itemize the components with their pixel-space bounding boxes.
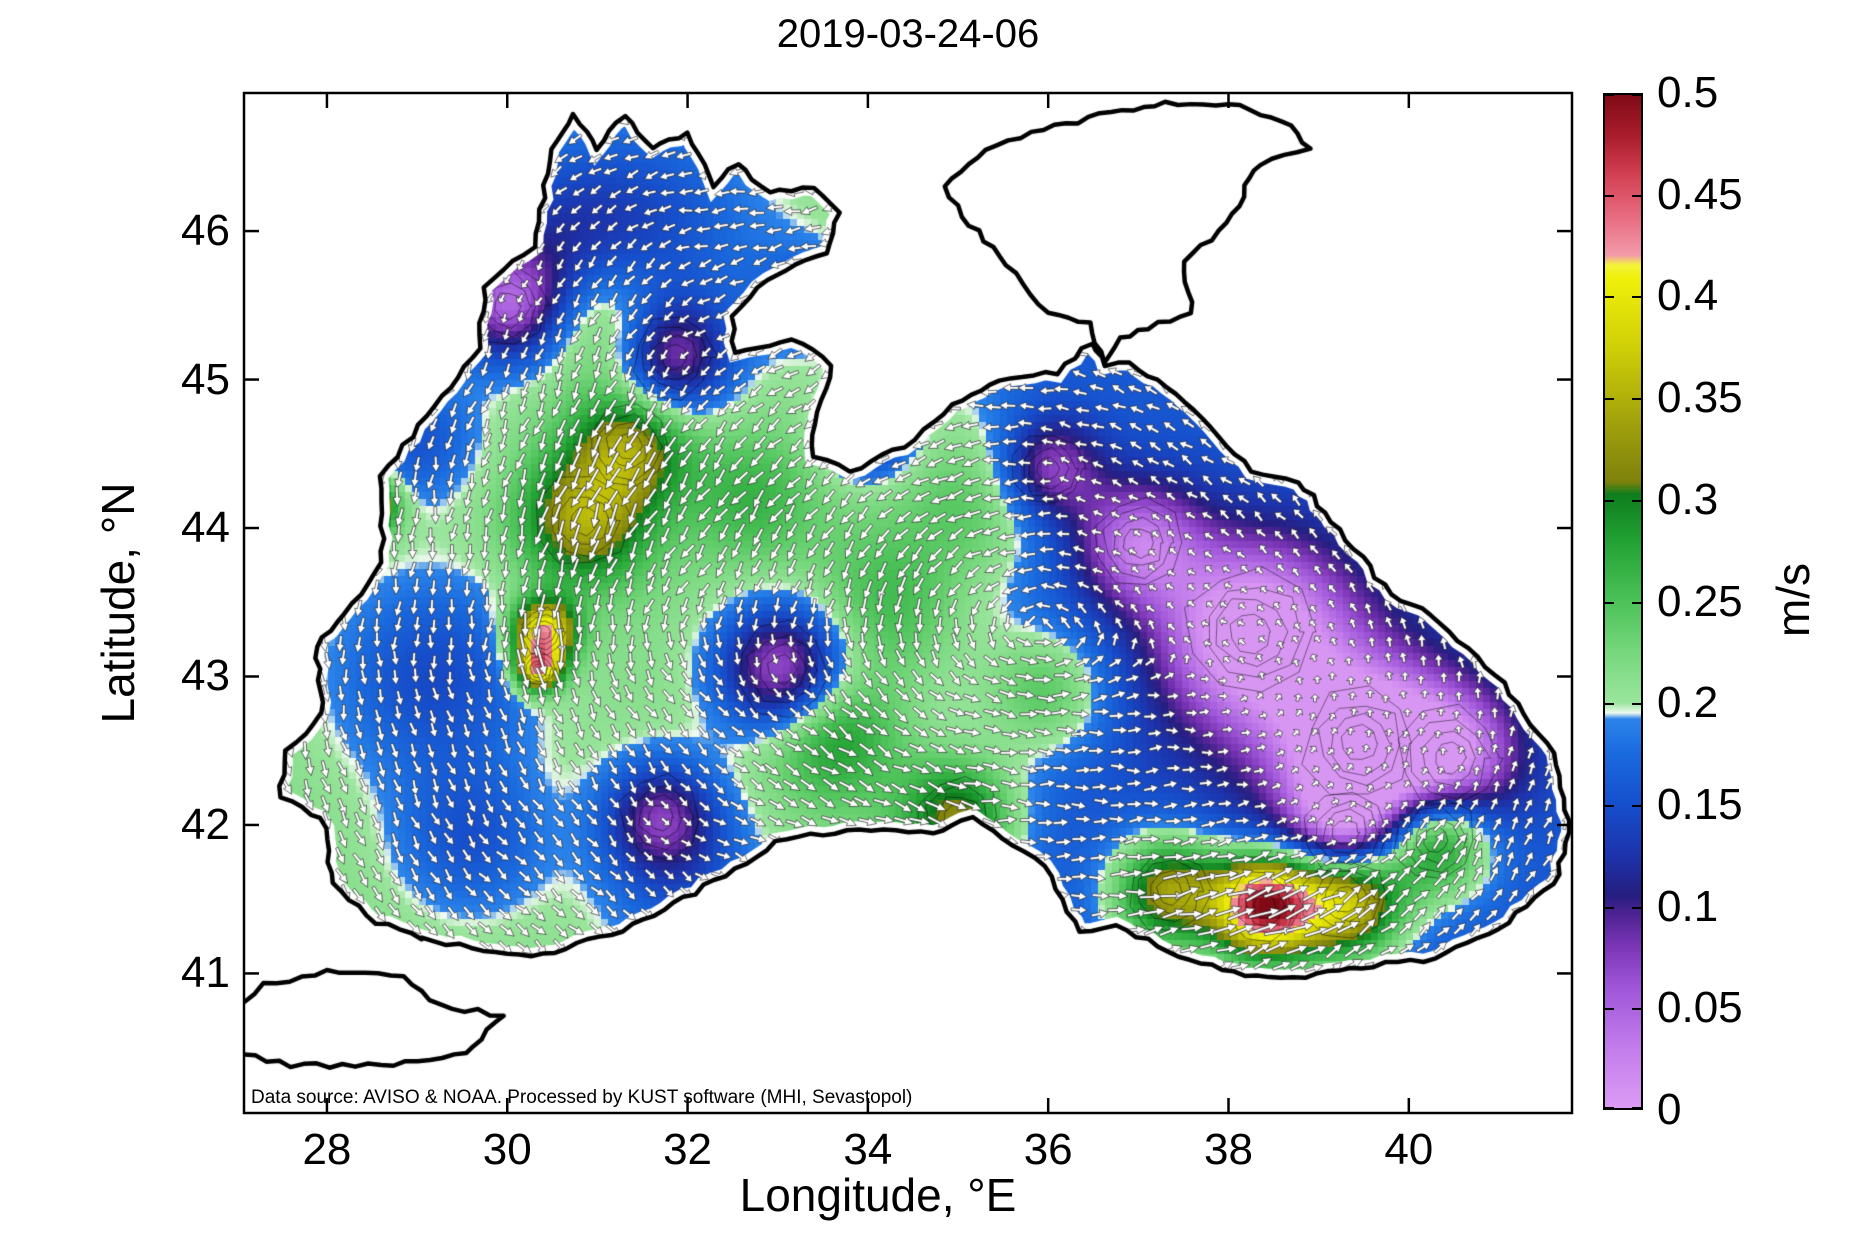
- colorbar-tick-mark: [1632, 601, 1641, 604]
- colorbar-tick-mark: [1605, 398, 1614, 401]
- x-tick-label: 38: [1204, 1125, 1253, 1174]
- y-tick-label: 45: [181, 354, 230, 404]
- colorbar-tick-mark: [1605, 499, 1614, 502]
- y-axis-label: Latitude, °N: [92, 482, 144, 724]
- colorbar-tick-label: 0.3: [1657, 474, 1719, 524]
- colorbar-tick-mark: [1632, 94, 1641, 96]
- colorbar-tick-mark: [1605, 1008, 1614, 1011]
- x-tick-label: 40: [1384, 1125, 1434, 1174]
- plot-title: 2019-03-24-06: [776, 12, 1040, 56]
- x-tick-label: 28: [302, 1125, 352, 1174]
- colorbar-tick-mark: [1632, 804, 1641, 807]
- x-tick-label: 32: [663, 1125, 713, 1174]
- colorbar-tick-mark: [1605, 804, 1614, 807]
- colorbar-tick-label: 0.25: [1657, 576, 1743, 626]
- colorbar-tick-label: 0.15: [1657, 779, 1743, 829]
- colorbar-tick-label: 0.4: [1657, 271, 1719, 321]
- data-source-note: Data source: AVISO & NOAA. Processed by …: [251, 1087, 913, 1108]
- y-tick-label: 44: [181, 503, 230, 553]
- colorbar-tick-mark: [1605, 94, 1614, 96]
- colorbar-tick-label: 0.1: [1657, 881, 1719, 931]
- colorbar-tick-label: 0.45: [1657, 169, 1743, 219]
- colorbar-tick-mark: [1632, 1107, 1641, 1109]
- colorbar-tick-label: 0.05: [1657, 983, 1743, 1033]
- colorbar-unit-label: m/s: [1767, 562, 1819, 638]
- colorbar-tick-label: 0: [1657, 1085, 1682, 1134]
- colorbar-tick-mark: [1605, 601, 1614, 604]
- x-axis-label: Longitude, °E: [739, 1169, 1017, 1221]
- y-tick-label: 41: [181, 948, 230, 998]
- y-tick-label: 46: [181, 206, 230, 256]
- colorbar-tick-mark: [1632, 906, 1641, 909]
- x-tick-label: 36: [1023, 1125, 1073, 1174]
- colorbar-tick-mark: [1632, 194, 1641, 197]
- colorbar-tick-mark: [1632, 296, 1641, 299]
- colorbar-tick-mark: [1632, 1008, 1641, 1011]
- x-tick-label: 34: [843, 1125, 893, 1174]
- colorbar-tick-mark: [1632, 499, 1641, 502]
- colorbar-tick-label: 0.5: [1657, 68, 1719, 117]
- x-tick-label: 30: [482, 1125, 532, 1174]
- y-tick-label: 42: [181, 799, 230, 849]
- colorbar-tick-mark: [1632, 398, 1641, 401]
- colorbar-tick-mark: [1632, 703, 1641, 706]
- colorbar-tick-mark: [1605, 906, 1614, 909]
- colorbar-tick-mark: [1605, 703, 1614, 706]
- colorbar-tick-mark: [1605, 194, 1614, 197]
- colorbar-tick-label: 0.35: [1657, 373, 1743, 423]
- y-tick-label: 43: [181, 651, 230, 701]
- colorbar-tick-label: 0.2: [1657, 678, 1719, 728]
- colorbar-tick-mark: [1605, 296, 1614, 299]
- colorbar-tick-mark: [1605, 1107, 1614, 1109]
